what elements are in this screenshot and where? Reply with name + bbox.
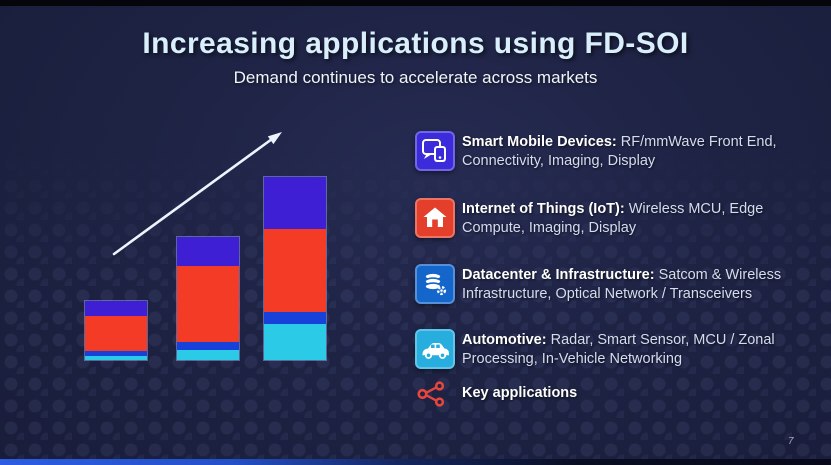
legend-description: Radar, Smart Sensor, MCU / Zonal Process… [462,332,775,367]
legend-item-smart-mobile: Smart Mobile Devices: RF/mmWave Front En… [462,133,814,171]
stacked-bar-chart [80,170,335,360]
key-applications-label: Key applications [462,385,578,401]
bar-segment-internet-of-things-iot- [85,316,147,351]
stacked-bar-2 [177,237,239,360]
legend-label: Smart Mobile Devices: [462,134,617,150]
share-nodes-icon [417,381,445,407]
letterbox-top [0,0,831,6]
bottom-accent-line [0,459,831,465]
bar-segment-smart-mobile-devices [177,237,239,266]
legend-description: Satcom & Wireless Infrastructure, Optica… [462,267,782,302]
page-subtitle: Demand continues to accelerate across ma… [233,68,598,87]
database-gear-icon [415,264,455,304]
home-icon [415,198,455,238]
bar-segment-automotive [85,356,147,360]
bar-segment-internet-of-things-iot- [177,266,239,342]
growth-arrow-icon [112,132,282,256]
bar-segment-datacenter-infrastructure [264,312,326,324]
mobile-devices-icon [415,131,455,171]
bar-segment-datacenter-infrastructure [85,351,147,356]
legend-description: RF/mmWave Front End, Connectivity, Imagi… [462,134,777,169]
legend-description: Wireless MCU, Edge Compute, Imaging, Dis… [462,201,764,236]
legend-label: Datacenter & Infrastructure: [462,267,655,283]
stacked-bar-1 [85,301,147,360]
legend-item-automotive: Automotive: Radar, Smart Sensor, MCU / Z… [462,331,814,369]
car-icon [415,329,455,369]
bar-segment-smart-mobile-devices [85,301,147,316]
bar-segment-smart-mobile-devices [264,177,326,229]
legend-label: Automotive: [462,332,547,348]
bar-segment-internet-of-things-iot- [264,229,326,312]
legend-label: Internet of Things (IoT): [462,201,625,217]
page-number: 7 [788,436,794,447]
legend-item-iot: Internet of Things (IoT): Wireless MCU, … [462,200,814,238]
bar-segment-automotive [177,350,239,360]
legend-item-datacenter: Datacenter & Infrastructure: Satcom & Wi… [462,266,814,304]
page-title: Increasing applications using FD-SOI [142,27,689,60]
stacked-bar-3 [264,177,326,360]
bar-segment-datacenter-infrastructure [177,342,239,350]
bar-segment-automotive [264,324,326,360]
